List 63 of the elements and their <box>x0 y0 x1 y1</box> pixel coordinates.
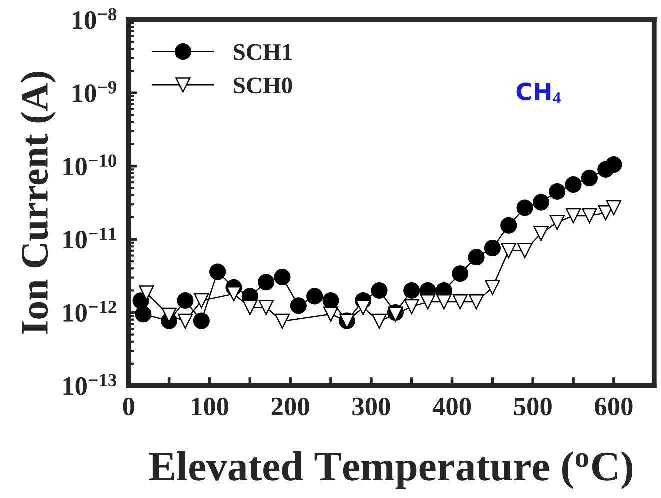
point <box>420 294 436 310</box>
point <box>306 288 324 305</box>
point <box>177 292 194 309</box>
y-axis-title: Ion Current (A) <box>20 72 56 334</box>
point <box>139 286 154 301</box>
point <box>356 300 371 316</box>
x-tick-label: 100 <box>192 398 229 416</box>
point <box>485 280 500 296</box>
point <box>468 249 485 266</box>
x-tick-label: 500 <box>514 398 552 416</box>
point <box>274 269 291 286</box>
point <box>178 314 194 330</box>
point <box>517 243 533 258</box>
point <box>516 200 534 216</box>
point <box>606 200 622 216</box>
point <box>404 299 420 315</box>
point <box>550 215 565 230</box>
x-tick-label: 400 <box>432 398 472 416</box>
point <box>484 240 501 257</box>
point <box>372 314 388 330</box>
point <box>500 217 518 234</box>
point <box>582 208 598 224</box>
point <box>194 293 210 308</box>
point <box>274 314 290 330</box>
point <box>549 183 566 200</box>
point <box>581 170 598 186</box>
y-tick-label: 10$^{−9}$ <box>72 81 117 102</box>
y-tick-label: 10$^{−13}$ <box>64 374 117 396</box>
point <box>371 282 388 299</box>
annotation: CH$_{4}$ <box>516 82 561 104</box>
point <box>258 274 275 291</box>
point <box>323 306 339 322</box>
y-tick-label: 10$^{−8}$ <box>72 8 117 30</box>
point <box>404 282 420 299</box>
point <box>566 208 582 224</box>
legend-label: SCH1 <box>234 44 292 60</box>
point <box>162 308 177 323</box>
y-tick-label: 10$^{−12}$ <box>64 301 116 322</box>
x-tick-label: 200 <box>272 398 310 416</box>
point <box>452 266 469 282</box>
point <box>534 226 549 242</box>
x-tick-label: 300 <box>352 398 390 416</box>
point <box>501 243 516 258</box>
y-tick-label: 10$^{−11}$ <box>64 228 116 249</box>
y-tick-label: 10$^{−10}$ <box>64 154 116 176</box>
point <box>468 294 484 310</box>
x-tick-label: 600 <box>595 398 633 416</box>
point <box>322 292 340 309</box>
point <box>135 306 152 323</box>
point <box>606 156 622 174</box>
point <box>258 300 274 316</box>
point <box>290 298 307 314</box>
legend-label: SCH0 <box>234 78 292 94</box>
point <box>226 286 242 302</box>
x-tick-label: 0 <box>123 398 134 416</box>
point <box>242 300 258 316</box>
point <box>452 294 468 310</box>
point <box>193 312 210 330</box>
point <box>210 264 226 280</box>
x-axis-title: Elevated Temperature ($^{o}$C) <box>149 452 633 490</box>
point <box>565 176 582 194</box>
point <box>532 194 550 211</box>
point <box>436 294 452 310</box>
